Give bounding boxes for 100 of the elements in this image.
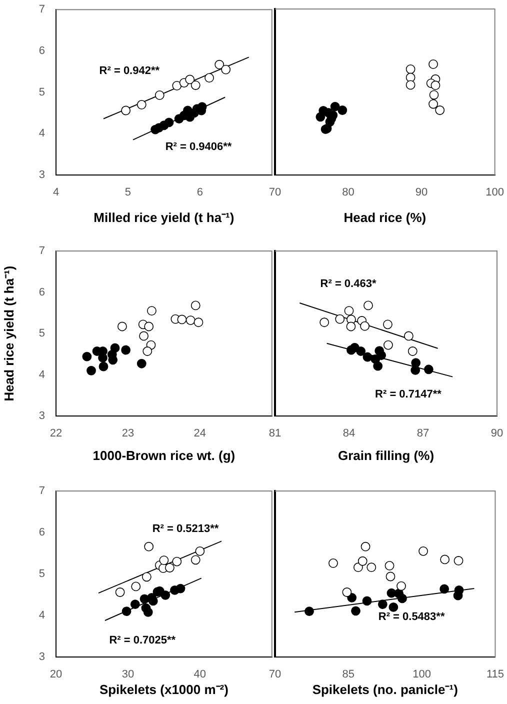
x-tick-label: 84 [342,428,356,440]
point [139,331,148,341]
point [429,90,439,100]
point [154,90,164,100]
point [384,340,393,350]
point [121,345,131,355]
point [362,352,372,362]
x-tick-label: 30 [122,668,134,681]
point [190,300,200,310]
point [221,64,231,74]
x-tick-label: 4 [52,186,60,199]
point [142,346,152,356]
point [366,562,376,572]
x-axis-title: Milled rice yield (t ha⁻¹) [94,210,234,225]
point [118,322,127,332]
x-tick-label: 90 [490,428,504,440]
y-tick-label: 7 [38,4,45,16]
point [185,74,195,84]
point [110,343,120,353]
point [197,102,207,112]
x-tick-label: 5 [124,186,132,199]
point [430,80,440,90]
point [346,322,356,332]
annotation: R² = 0.5213** [152,523,220,536]
x-tick-label: 90 [415,186,428,199]
point [177,314,187,324]
point [360,542,370,552]
point [148,596,158,606]
x-tick-label: 24 [194,428,206,440]
point [144,322,154,332]
point [142,572,152,582]
point [190,80,200,90]
point [440,584,450,594]
point [204,73,214,83]
point [115,588,125,597]
point [136,100,146,110]
annotation: R² = 0.942** [99,64,160,77]
x-tick-label: 40 [194,668,206,681]
point [159,556,169,566]
point [122,606,132,616]
y-axis-title: Head rice yield (t ha⁻¹) [1,266,16,402]
point [376,350,386,360]
point [98,353,108,363]
point [164,118,174,128]
x-tick-label: 70 [268,668,282,681]
point [406,80,416,90]
point [373,361,383,371]
y-tick-label: 3 [38,169,45,182]
point [364,300,373,310]
point [304,606,314,616]
point [428,59,438,69]
point [396,581,406,591]
x-tick-label: 100 [412,668,431,681]
point [121,106,131,116]
point [424,364,434,374]
point [342,588,352,597]
point [428,99,438,109]
point [86,366,96,376]
y-tick-label: 5 [38,86,45,98]
y-tick-label: 3 [38,410,45,422]
point [362,596,372,606]
point [172,556,182,566]
point [143,607,153,617]
point [98,362,108,372]
point [330,102,340,112]
y-tick-label: 4 [38,368,45,381]
point [320,318,330,328]
annotation: R² = 0.7147** [375,388,442,401]
point [388,602,398,612]
point [344,306,354,316]
point [384,561,394,570]
point [328,558,338,568]
point [165,563,174,572]
point [408,346,418,356]
y-tick-label: 5 [38,328,45,340]
point [351,606,360,616]
x-tick-label: 20 [50,668,62,681]
point [108,355,118,365]
point [190,555,200,565]
y-tick-label: 6 [38,44,45,57]
point [186,316,196,325]
x-tick-label: 87 [416,428,430,440]
point [454,556,464,566]
point [386,572,396,582]
point [453,590,463,600]
x-tick-label: 85 [342,668,355,681]
x-tick-label: 22 [50,428,62,440]
y-tick-label: 7 [38,245,45,258]
x-axis-title: Spikelets (x1000 m⁻²) [99,682,228,697]
point [398,594,407,604]
point [335,314,345,324]
annotation: R² = 0.5483** [378,611,446,624]
x-axis-title: Head rice (%) [344,210,426,225]
point [383,320,392,330]
y-tick-label: 4 [38,610,45,622]
x-axis-title: Grain filling (%) [338,448,434,463]
x-tick-label: 70 [268,186,282,199]
point [378,600,388,609]
point [338,106,348,115]
x-tick-label: 23 [122,428,134,440]
